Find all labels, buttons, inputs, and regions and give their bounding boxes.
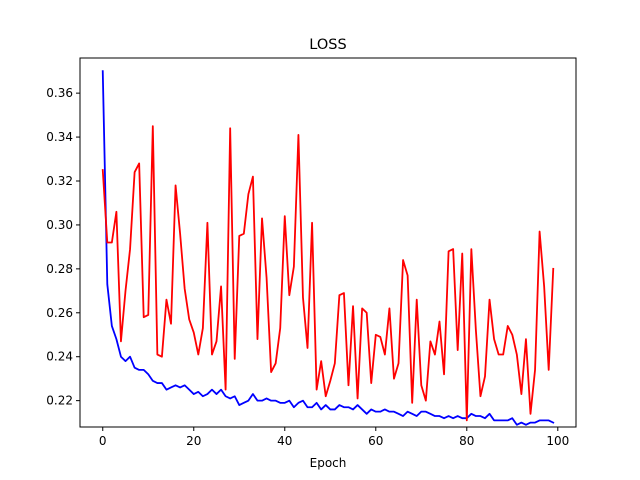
series-line-1 bbox=[101, 125, 555, 422]
y-tick-label: 0.36 bbox=[46, 86, 73, 100]
x-tick-label: 80 bbox=[459, 434, 474, 448]
x-tick-label: 100 bbox=[546, 434, 569, 448]
plot-area bbox=[79, 57, 577, 428]
x-axis-label: Epoch bbox=[310, 456, 347, 470]
chart-title: LOSS bbox=[309, 37, 346, 53]
x-tick-label: 0 bbox=[99, 434, 107, 448]
y-tick-label: 0.26 bbox=[46, 306, 73, 320]
axes-frame bbox=[79, 57, 577, 428]
y-tick-label: 0.34 bbox=[46, 130, 73, 144]
y-tick-label: 0.28 bbox=[46, 262, 73, 276]
y-axis: 0.22 0.24 0.26 0.28 0.30 0.32 0.34 0.36 bbox=[46, 86, 80, 408]
x-axis: 0 20 40 60 80 100 bbox=[99, 427, 569, 448]
y-tick-label: 0.22 bbox=[46, 394, 73, 408]
x-tick-label: 20 bbox=[186, 434, 201, 448]
x-tick-label: 60 bbox=[368, 434, 383, 448]
y-tick-label: 0.30 bbox=[46, 218, 73, 232]
y-tick-label: 0.24 bbox=[46, 350, 73, 364]
x-tick-label: 40 bbox=[277, 434, 292, 448]
y-tick-label: 0.32 bbox=[46, 174, 73, 188]
series-line-0 bbox=[101, 70, 555, 426]
